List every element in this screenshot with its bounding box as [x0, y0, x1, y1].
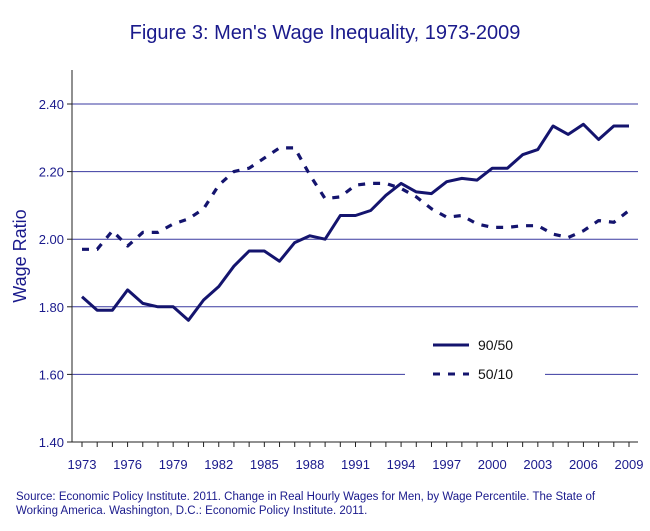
x-tick-label: 2003	[523, 457, 552, 472]
x-tick-label: 1985	[250, 457, 279, 472]
y-tick-label: 1.40	[39, 435, 64, 450]
x-tick-label: 2006	[569, 457, 598, 472]
y-tick-label: 2.40	[39, 97, 64, 112]
y-tick-label: 2.20	[39, 165, 64, 180]
x-tick-label: 2000	[478, 457, 507, 472]
x-tick-label: 1988	[295, 457, 324, 472]
x-tick-label: 1976	[113, 457, 142, 472]
y-axis-title: Wage Ratio	[10, 209, 30, 302]
x-tick-label: 1997	[432, 457, 461, 472]
x-tick-label: 1973	[68, 457, 97, 472]
x-tick-label: 1982	[204, 457, 233, 472]
x-tick-label: 1979	[159, 457, 188, 472]
legend-label: 50/10	[478, 366, 513, 382]
source-note: Source: Economic Policy Institute. 2011.…	[16, 491, 596, 517]
x-tick-label: 1991	[341, 457, 370, 472]
chart-title: Figure 3: Men's Wage Inequality, 1973-20…	[129, 22, 521, 44]
y-tick-label: 1.80	[39, 300, 64, 315]
legend-background	[405, 330, 545, 382]
x-tick-label: 1994	[387, 457, 416, 472]
x-tick-label: 2009	[615, 457, 644, 472]
series-line-50-10	[82, 146, 630, 251]
y-tick-label: 1.60	[39, 367, 64, 382]
y-tick-label: 2.00	[39, 232, 64, 247]
series-line-90-50	[81, 122, 629, 322]
legend-label: 90/50	[478, 337, 513, 353]
